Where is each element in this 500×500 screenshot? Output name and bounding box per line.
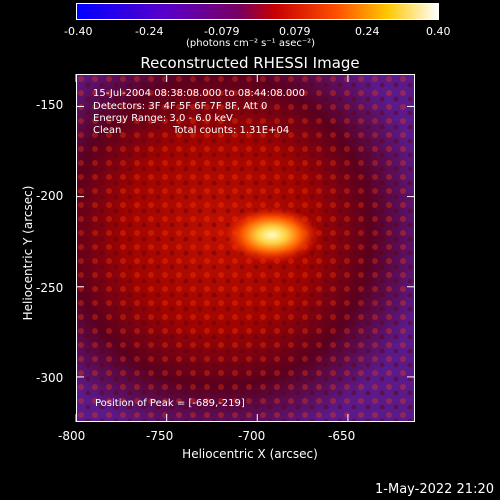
colorbar xyxy=(76,3,439,20)
detectors-text: Detectors: 3F 4F 5F 6F 7F 8F, Att 0 xyxy=(93,101,268,112)
colorbar-tick-label: 0.24 xyxy=(355,25,380,38)
x-tick-label: -700 xyxy=(238,429,266,443)
image-plot: 15-Jul-2004 08:38:08.000 to 08:44:08.000… xyxy=(76,74,415,422)
x-tick-label: -800 xyxy=(58,429,86,443)
x-tick-label: -750 xyxy=(146,429,174,443)
total-counts-text: Total counts: 1.31E+04 xyxy=(173,125,290,136)
colorbar-tick-label: 0.40 xyxy=(426,25,451,38)
energy-range-text: Energy Range: 3.0 - 6.0 keV xyxy=(93,113,233,124)
colorbar-tick-label: -0.079 xyxy=(204,25,240,38)
colorbar-tick-label: -0.24 xyxy=(135,25,164,38)
y-tick-label: -200 xyxy=(36,189,64,203)
y-tick-label: -300 xyxy=(36,371,64,385)
y-axis-label: Heliocentric Y (arcsec) xyxy=(21,185,35,321)
x-axis-label: Heliocentric X (arcsec) xyxy=(182,447,318,461)
peak-position-text: Position of Peak = [-689,-219] xyxy=(95,398,245,409)
x-tick-label: -650 xyxy=(328,429,356,443)
colorbar-gradient xyxy=(77,4,438,19)
solar-image xyxy=(77,75,414,421)
footer-date: 1-May-2022 21:20 xyxy=(375,482,494,497)
image-title: Reconstructed RHESSI Image xyxy=(140,54,360,72)
y-tick-label: -150 xyxy=(36,98,64,112)
colorbar-units: (photons cm⁻² s⁻¹ asec⁻²) xyxy=(186,38,316,49)
y-tick-label: -250 xyxy=(36,281,64,295)
colorbar-tick-label: -0.40 xyxy=(64,25,93,38)
time-range-text: 15-Jul-2004 08:38:08.000 to 08:44:08.000 xyxy=(93,88,305,99)
colorbar-tick-label: 0.079 xyxy=(279,25,311,38)
algorithm-text: Clean xyxy=(93,125,122,136)
